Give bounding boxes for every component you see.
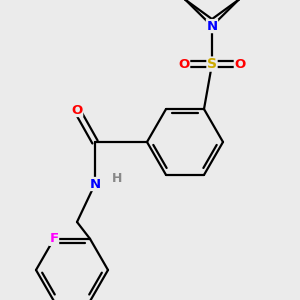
Text: F: F [50, 232, 58, 245]
Text: S: S [207, 57, 217, 71]
Text: O: O [178, 58, 190, 70]
Text: O: O [71, 103, 82, 116]
Text: O: O [234, 58, 246, 70]
Text: N: N [206, 20, 218, 33]
Text: H: H [112, 172, 122, 184]
Text: N: N [89, 178, 100, 190]
